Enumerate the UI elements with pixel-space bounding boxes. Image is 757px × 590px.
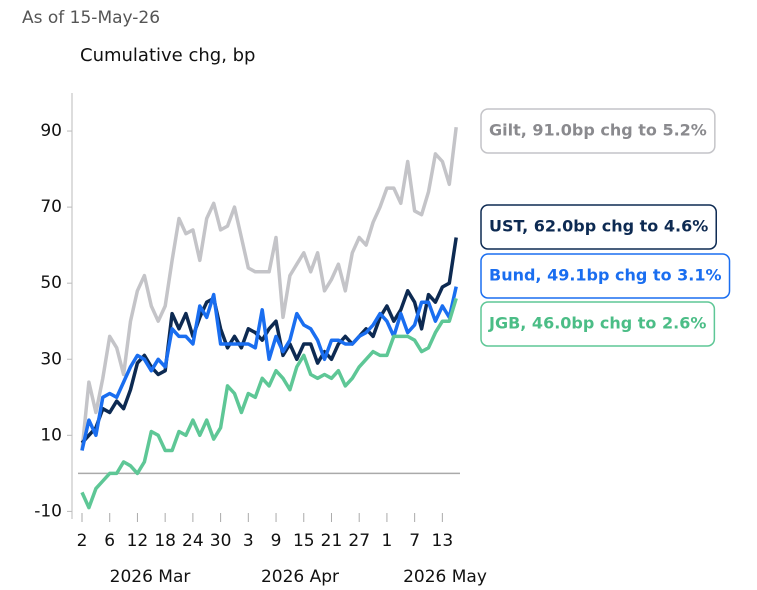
y-axis-label: Cumulative chg, bp: [80, 45, 255, 66]
callout-box: [480, 108, 716, 154]
y-tick-label: 10: [40, 425, 62, 445]
callout: JGB, 46.0bp chg to 2.6%: [480, 301, 716, 347]
x-tick-label: 12: [127, 531, 149, 551]
callout-text: Bund, 49.1bp chg to 3.1%: [489, 266, 722, 285]
callout-box: [480, 204, 717, 250]
callout: UST, 62.0bp chg to 4.6%: [480, 204, 717, 250]
x-tick-label: 2: [77, 531, 88, 551]
series-line: [80, 237, 458, 445]
y-tick-label: -10: [34, 501, 62, 521]
x-tick-label: 9: [271, 531, 282, 551]
x-tick-label: 27: [348, 531, 370, 551]
x-tick-label: 21: [321, 531, 343, 551]
callout: Bund, 49.1bp chg to 3.1%: [480, 253, 731, 299]
x-tick-label: 30: [210, 531, 232, 551]
y-tick-label: 30: [40, 349, 62, 369]
x-tick-label: 24: [182, 531, 204, 551]
y-tick-label: 90: [40, 121, 62, 141]
subtitle: As of 15-May-26: [22, 8, 160, 28]
x-tick-label: 15: [293, 531, 315, 551]
series-line: [80, 126, 458, 451]
y-tick-label: 50: [40, 273, 62, 293]
series-line: [80, 297, 458, 510]
x-tick-label: 6: [104, 531, 115, 551]
callout-box: [480, 301, 716, 347]
callout-text: UST, 62.0bp chg to 4.6%: [489, 217, 708, 236]
month-label: 2026 Mar: [110, 567, 191, 587]
callout-text: Gilt, 91.0bp chg to 5.2%: [489, 121, 707, 140]
x-tick-label: 1: [382, 531, 393, 551]
callout: Gilt, 91.0bp chg to 5.2%: [480, 108, 716, 154]
x-tick-label: 7: [409, 531, 420, 551]
x-tick-label: 3: [243, 531, 254, 551]
x-tick-label: 13: [432, 531, 454, 551]
x-tick-label: 18: [154, 531, 176, 551]
callout-text: JGB, 46.0bp chg to 2.6%: [488, 314, 706, 333]
month-label: 2026 May: [403, 567, 487, 587]
callout-box: [480, 253, 731, 299]
month-label: 2026 Apr: [261, 567, 339, 587]
y-tick-label: 70: [40, 197, 62, 217]
